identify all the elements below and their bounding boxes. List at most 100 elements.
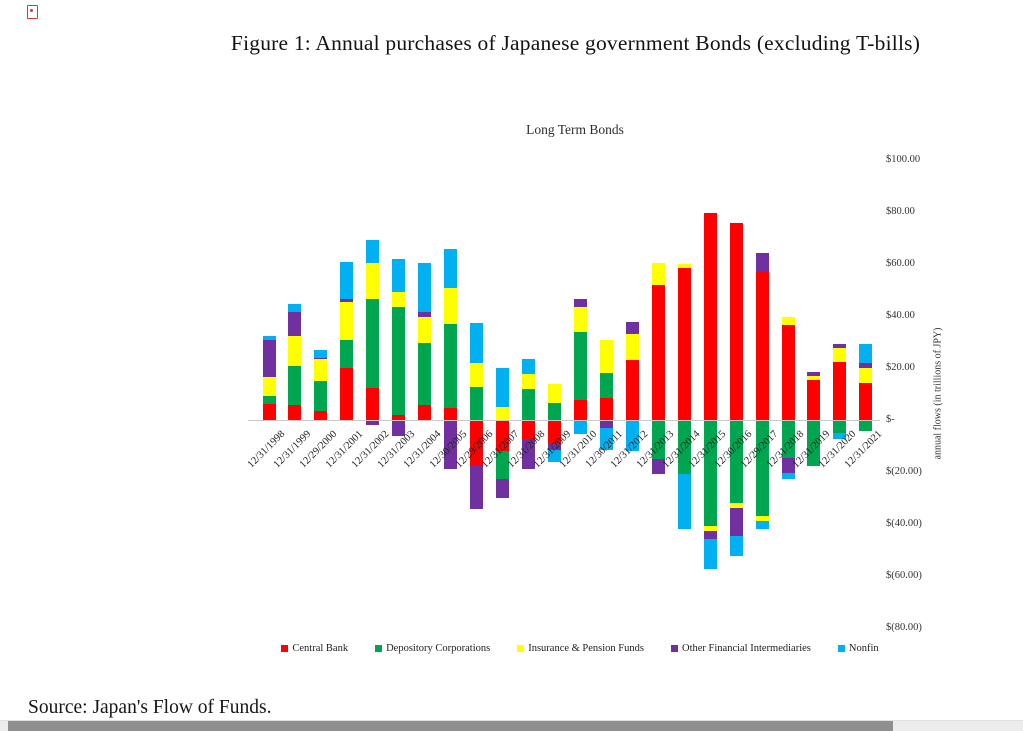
bar-segment (625, 359, 639, 420)
bar-segment (807, 379, 821, 420)
bar-segment (573, 399, 587, 420)
bar-segment (444, 408, 458, 420)
bar-segment (392, 259, 406, 292)
bar-segment (781, 457, 795, 473)
legend-swatch-icon (837, 645, 845, 652)
legend-label: Depository Corporations (386, 643, 491, 654)
bar-segment (781, 472, 795, 480)
y-tick-label: $40.00 (886, 310, 915, 321)
bar-segment (418, 311, 432, 318)
bar-segment (599, 372, 613, 399)
x-axis-line (248, 420, 880, 421)
bar-segment (703, 539, 717, 570)
bar-segment (262, 336, 276, 340)
legend-swatch-icon (671, 645, 678, 652)
bar-segment (522, 373, 535, 390)
bar-segment (392, 307, 406, 416)
bar-segment (340, 299, 354, 302)
bar-segment (340, 301, 354, 340)
bar-segment (573, 299, 587, 307)
bar-segment (833, 421, 847, 433)
bar-segment (522, 421, 535, 440)
bar-segment (340, 339, 354, 368)
bar-segment (651, 262, 665, 286)
bar-segment (729, 507, 743, 536)
bar-segment (522, 389, 535, 420)
bar-segment (833, 361, 847, 420)
bar-segment (781, 316, 795, 326)
legend-item: Other Financial Intermediaries (671, 643, 811, 654)
bar-segment (262, 339, 276, 378)
bar-segment (755, 253, 769, 272)
legend-swatch-icon (281, 645, 289, 652)
bar-segment (729, 535, 743, 556)
bar-segment (547, 442, 561, 450)
bar-segment (599, 421, 613, 428)
horizontal-scrollbar-thumb[interactable] (8, 721, 893, 731)
legend-item: Central Bank (281, 643, 348, 654)
bar-segment (314, 410, 328, 420)
bar-segment (807, 376, 821, 380)
bar-segment (625, 421, 639, 451)
source-note: Source: Japan's Flow of Funds. (28, 697, 272, 718)
chart-title: Long Term Bonds (526, 122, 624, 137)
figure-caption: Figure 1: Annual purchases of Japanese g… (230, 31, 921, 55)
bar-segment (573, 331, 587, 400)
bar-segment (392, 421, 406, 437)
y-axis-title: annual flows (in trillions of JPY) (932, 327, 944, 460)
legend-item: Insurance & Pension Funds (517, 643, 644, 654)
legend-swatch-icon (375, 645, 383, 652)
y-tick-label: $(60.00) (886, 570, 922, 581)
bar-segment (703, 213, 717, 420)
bar-segment (366, 240, 380, 263)
bar-segment (547, 384, 561, 403)
bar-segment (470, 421, 484, 466)
bar-segment (859, 344, 873, 364)
bar-segment (470, 387, 484, 420)
bar-segment (366, 388, 380, 420)
bar-segment (366, 262, 380, 300)
legend-item: Nonfin (837, 643, 879, 654)
bar-segment (755, 421, 769, 516)
bar-segment (340, 261, 354, 300)
bar-segment (859, 383, 873, 420)
bar-segment (496, 479, 510, 498)
bar-segment (392, 415, 406, 420)
bar-segment (314, 358, 328, 381)
bar-segment (625, 321, 639, 334)
bar-segment (573, 306, 587, 332)
bar-segment (288, 312, 302, 336)
bar-segment (262, 377, 276, 397)
legend-label: Nonfin (848, 643, 879, 654)
y-tick-label: $(40.00) (886, 518, 922, 529)
bar-segment (573, 421, 587, 435)
legend-swatch-icon (517, 645, 525, 652)
bar-segment (677, 264, 691, 268)
legend-item: Depository Corporations (375, 643, 490, 654)
bar-segment (755, 515, 769, 521)
bar-segment (314, 349, 328, 358)
red-artifact-icon (27, 5, 38, 19)
bar-segment (755, 520, 769, 530)
bar-segment (392, 291, 406, 308)
bar-segment (677, 421, 691, 475)
bar-segment (262, 396, 276, 404)
bar-segment (418, 317, 432, 344)
bar-segment (496, 450, 510, 480)
y-tick-label: $80.00 (886, 206, 915, 217)
bar-segment (807, 371, 821, 377)
bar-segment (418, 262, 432, 312)
bar-segment (859, 363, 873, 369)
legend-label: Insurance & Pension Funds (528, 643, 644, 654)
bar-segment (833, 348, 847, 362)
bar-segment (366, 421, 380, 425)
chart-legend: Central Bank Depository Corporations Insur… (240, 643, 920, 654)
bar-segment (418, 343, 432, 405)
legend-label: Other Financial Intermediaries (682, 643, 811, 654)
y-tick-label: $(20.00) (886, 466, 922, 477)
bar-segment (755, 271, 769, 420)
horizontal-scrollbar-track[interactable] (0, 720, 1023, 731)
bar-segment (677, 474, 691, 530)
bar-segment (418, 404, 432, 420)
